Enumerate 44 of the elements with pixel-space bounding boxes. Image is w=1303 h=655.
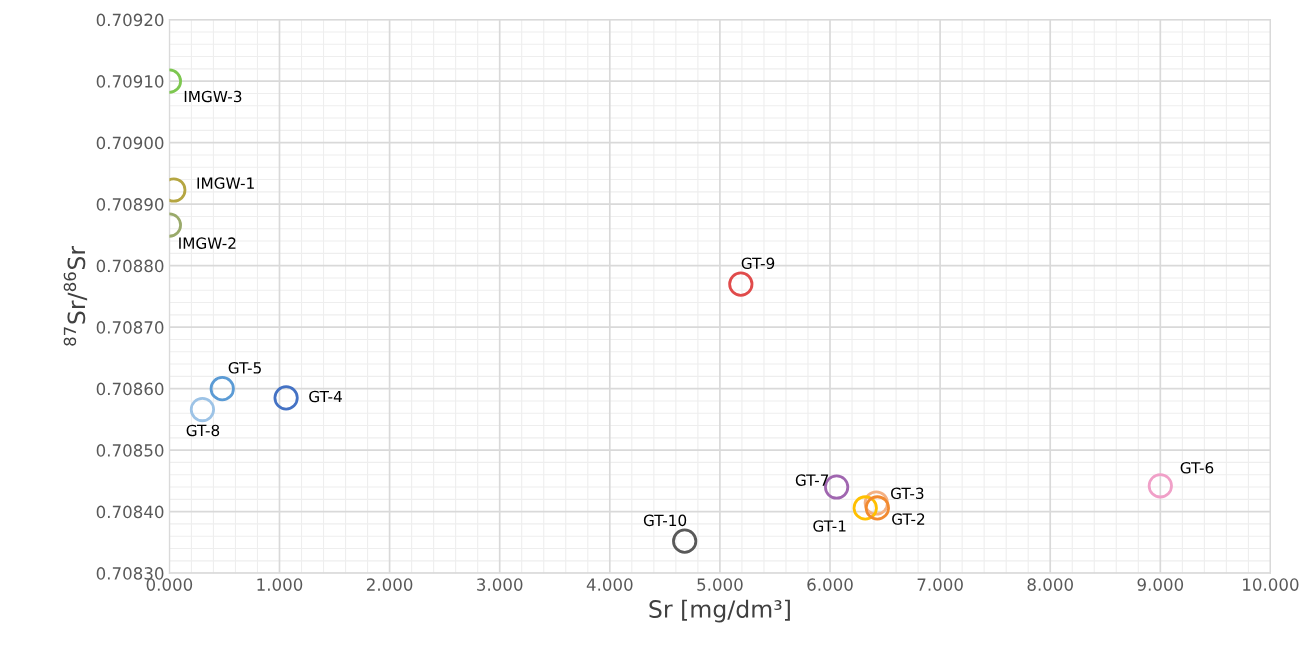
series-label: GT-8 bbox=[186, 424, 220, 437]
x-tick-label: 8.000 bbox=[1027, 578, 1073, 591]
series-label: IMGW-2 bbox=[179, 237, 236, 249]
series-label: IMGW-3 bbox=[184, 90, 242, 103]
y-tick-label: 0.70840 bbox=[96, 505, 164, 519]
x-tick-label: 10.000 bbox=[1243, 578, 1299, 591]
y-tick-label: 0.70890 bbox=[96, 198, 164, 211]
x-tick-label: 0.000 bbox=[146, 578, 193, 591]
series-label: GT-6 bbox=[1180, 462, 1214, 474]
point bbox=[672, 528, 698, 554]
x-tick-label: 3.000 bbox=[477, 578, 523, 591]
series-label: GT-10 bbox=[643, 514, 687, 527]
y-tick-label: 0.70920 bbox=[96, 13, 164, 27]
series-label: GT-7 bbox=[795, 474, 829, 486]
point bbox=[728, 271, 754, 297]
point bbox=[209, 376, 235, 402]
y-tick-label: 0.70860 bbox=[96, 382, 164, 396]
y-tick-label: 0.70900 bbox=[96, 136, 164, 150]
y-tick-label: 0.70830 bbox=[96, 567, 164, 580]
y-tick-label: 0.70880 bbox=[96, 259, 164, 273]
x-tick-label: 4.000 bbox=[586, 578, 633, 591]
x-tick-label: 2.000 bbox=[366, 578, 413, 591]
y-tick-label: 0.70870 bbox=[96, 321, 164, 334]
y-tick-label: 0.70850 bbox=[96, 444, 164, 457]
point bbox=[1147, 473, 1173, 499]
x-tick-label: 7.000 bbox=[917, 578, 963, 591]
series-label: GT-4 bbox=[309, 390, 342, 403]
x-tick-label: 9.000 bbox=[1137, 578, 1184, 591]
x-tick-label: 6.000 bbox=[807, 578, 853, 591]
point bbox=[852, 495, 878, 521]
point bbox=[273, 385, 299, 411]
y-axis-title: $^{87}$Sr/$^{86}$Sr bbox=[63, 245, 88, 346]
x-axis-title: Sr [mg/dm³] bbox=[649, 599, 790, 623]
series-label: GT-3 bbox=[891, 487, 924, 500]
y-tick-label: 0.70910 bbox=[96, 75, 164, 88]
series-label: GT-2 bbox=[892, 513, 925, 525]
series-label: GT-5 bbox=[228, 362, 261, 374]
series-label: GT-9 bbox=[741, 257, 775, 270]
x-tick-label: 1.000 bbox=[257, 578, 303, 591]
point bbox=[189, 396, 216, 423]
series-label: IMGW-1 bbox=[197, 177, 254, 189]
point bbox=[864, 495, 890, 521]
x-tick-label: 5.000 bbox=[697, 578, 743, 591]
series-label: GT-1 bbox=[813, 520, 846, 532]
